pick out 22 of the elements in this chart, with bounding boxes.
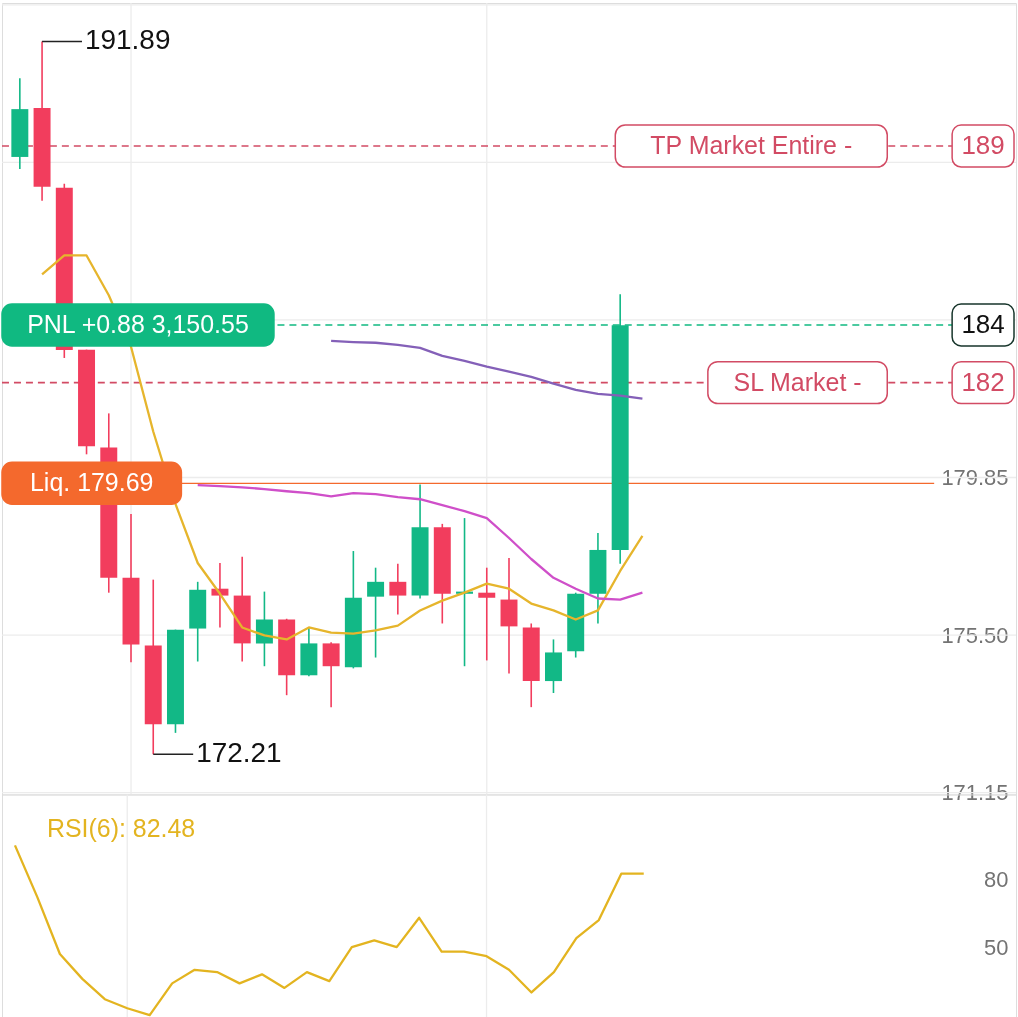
text: RSI(6): 82.48 (46, 814, 196, 843)
y-tick-label: 175.50 (941, 622, 1009, 648)
text: 184 (961, 309, 1005, 338)
line-series (13, 844, 645, 1017)
candlestick (389, 562, 407, 616)
text: 172.21 (196, 737, 282, 769)
candlestick (367, 566, 385, 659)
candlestick (255, 590, 273, 668)
line-series (196, 483, 644, 601)
ref-line-label: PNL +0.88 3,150.55 (27, 309, 249, 338)
y-tick-label: 171.15 (941, 780, 1009, 806)
candlestick (322, 641, 340, 708)
text: 191.89 (84, 24, 171, 56)
text: 189 (961, 131, 1005, 160)
y-tick-label: 50 (984, 934, 1009, 960)
ref-line-label: TP Market Entire - (650, 131, 853, 160)
ref-line-label: SL Market - (733, 367, 862, 396)
line-series (329, 339, 644, 400)
y-tick-label: 80 (984, 866, 1009, 892)
candlestick (478, 566, 496, 662)
text: 182 (961, 367, 1005, 396)
ref-line-label: Liq. 179.69 (29, 468, 154, 497)
